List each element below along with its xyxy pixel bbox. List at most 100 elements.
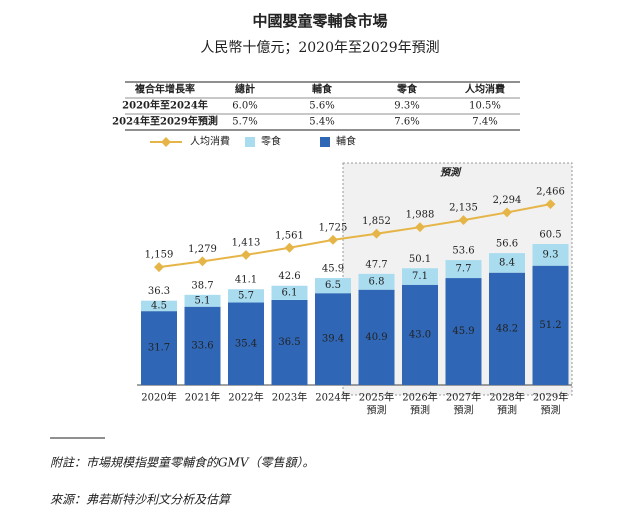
table-cell: 5.6%: [309, 101, 334, 112]
table-cell: 2024年至2029年預測: [112, 115, 218, 128]
line-label: 2,294: [493, 195, 522, 206]
x-tick-sublabel: 預測: [497, 404, 517, 417]
segment-label: 43.0: [409, 329, 431, 340]
x-tick-label: 2020年: [141, 391, 176, 404]
segment-label: 8.4: [499, 257, 515, 268]
table-header: 總計: [235, 83, 255, 96]
line-marker: [328, 234, 338, 245]
x-tick-sublabel: 預測: [454, 404, 474, 417]
line-label: 1,561: [275, 230, 304, 241]
line-marker: [197, 256, 208, 267]
line-marker: [371, 228, 382, 239]
bar-segment: [402, 284, 438, 385]
segment-label: 39.4: [322, 334, 344, 345]
legend-label: 人均消費: [190, 135, 230, 148]
title: 中國嬰童零輔食市場: [252, 12, 387, 30]
line-label: 1,852: [362, 216, 391, 227]
x-tick-label: 2026年: [402, 391, 437, 404]
table-cell: 2020年至2024年: [122, 99, 208, 112]
segment-label: 7.1: [412, 271, 428, 282]
segment-label: 35.4: [235, 338, 257, 349]
total-label: 36.3: [148, 286, 170, 297]
total-label: 38.7: [191, 280, 213, 291]
line: [158, 203, 551, 269]
segment-label: 5.7: [238, 290, 254, 301]
x-tick-sublabel: 預測: [410, 404, 430, 417]
x-tick-label: 2023年: [272, 391, 307, 404]
segment-label: 48.2: [496, 323, 518, 334]
segment-label: 33.6: [191, 340, 213, 351]
bar-segment: [402, 268, 438, 285]
segment-label: 40.9: [365, 332, 387, 343]
segment-label: 7.7: [456, 264, 472, 275]
x-tick-label: 2021年: [185, 391, 220, 404]
bar-segment: [228, 302, 264, 385]
bar-segment: [445, 278, 482, 385]
x-tick-label: 2024年: [315, 391, 350, 404]
total-label: 45.9: [322, 264, 344, 275]
line-label: 1,159: [145, 250, 174, 261]
segment-label: 9.3: [543, 249, 559, 260]
segment-label: 6.8: [369, 276, 385, 287]
legend-marker: [161, 137, 171, 147]
legend-label: 零食: [261, 135, 281, 148]
legend-label: 輔食: [336, 135, 356, 148]
total-label: 41.1: [235, 275, 257, 286]
line-label: 1,413: [232, 237, 261, 248]
segment-label: 4.5: [151, 300, 167, 311]
line-label: 1,988: [406, 210, 435, 221]
bar-segment: [184, 294, 221, 307]
total-label: 50.1: [409, 254, 431, 265]
subtitle: 人民幣十億元；2020年至2029年預測: [200, 40, 439, 56]
segment-label: 6.1: [282, 287, 298, 298]
bar-segment: [358, 273, 395, 290]
segment-label: 45.9: [452, 326, 474, 337]
line-label: 1,279: [188, 244, 217, 255]
total-label: 60.5: [539, 230, 561, 241]
line-label: 2,135: [449, 203, 478, 214]
table-cell: 5.7%: [232, 117, 257, 128]
legend-swatch: [245, 137, 255, 147]
x-tick-label: 2025年: [359, 391, 394, 404]
table-cell: 7.6%: [394, 117, 419, 128]
forecast-label: 預測: [440, 167, 462, 179]
table-cell: 5.4%: [309, 117, 334, 128]
bar-segment: [141, 300, 177, 312]
line-marker: [241, 249, 251, 260]
footnote: 附註：市場規模指嬰童零輔食的GMV（零售額）。: [50, 456, 315, 470]
x-tick-label: 2029年: [533, 391, 568, 404]
total-label: 47.7: [365, 259, 387, 270]
bar-segment: [315, 278, 351, 294]
total-label: 56.6: [496, 239, 518, 250]
x-tick-label: 2027年: [446, 391, 481, 404]
total-label: 53.6: [452, 246, 474, 257]
segment-label: 5.1: [195, 295, 211, 306]
bar-segment: [532, 244, 569, 266]
line-marker: [502, 207, 512, 218]
segment-label: 36.5: [278, 337, 300, 348]
table-cell: 10.5%: [469, 101, 501, 112]
table-cell: 6.0%: [232, 101, 257, 112]
segment-label: 51.2: [539, 320, 561, 331]
x-tick-sublabel: 預測: [541, 404, 561, 417]
bar-segment: [184, 306, 221, 385]
segment-label: 6.5: [325, 280, 341, 291]
line-marker: [154, 262, 164, 273]
bar-segment: [228, 289, 264, 303]
bar-segment: [271, 285, 308, 300]
segment-label: 31.7: [148, 343, 170, 354]
line-marker: [458, 215, 469, 226]
total-label: 42.6: [278, 271, 300, 282]
bar-segment: [271, 299, 308, 385]
line-label: 1,725: [319, 222, 348, 233]
table-header: 零食: [396, 83, 418, 96]
table-header: 人均消費: [465, 83, 505, 96]
legend-swatch: [320, 137, 330, 147]
table-header: 輔食: [312, 83, 333, 96]
x-tick-label: 2022年: [228, 391, 263, 404]
table-cell: 7.4%: [472, 117, 497, 128]
bar-segment: [445, 260, 482, 279]
table-cell: 9.3%: [394, 101, 419, 112]
bar-segment: [141, 311, 177, 385]
x-tick-label: 2028年: [489, 391, 524, 404]
